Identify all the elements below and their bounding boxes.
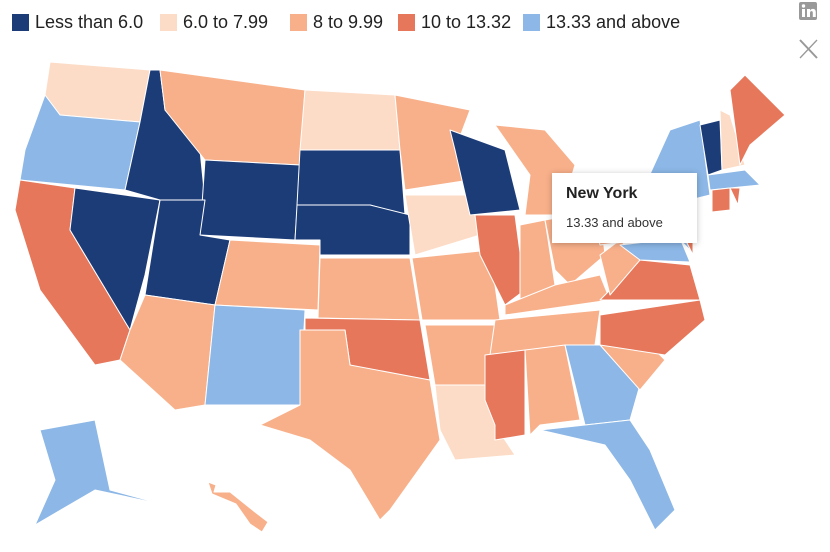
state	[259, 329, 441, 521]
state	[729, 187, 741, 206]
legend-label: 13.33 and above	[546, 12, 680, 32]
state	[199, 159, 301, 241]
x-glyph[interactable]	[799, 39, 818, 59]
legend-swatch	[290, 14, 307, 31]
state	[474, 214, 526, 306]
x-icon[interactable]	[799, 39, 818, 59]
tooltip-title: New York	[566, 185, 638, 202]
legend-swatch	[12, 14, 29, 31]
state	[524, 344, 581, 436]
state	[34, 419, 166, 526]
linkedin-glyph[interactable]	[807, 8, 816, 17]
state	[504, 274, 611, 316]
legend-label: Less than 6.0	[35, 12, 143, 32]
state	[449, 129, 521, 216]
state	[564, 344, 641, 426]
state	[204, 304, 306, 406]
linkedin-glyph[interactable]	[801, 4, 806, 8]
legend-swatch	[398, 14, 415, 31]
state	[729, 74, 786, 166]
state	[317, 257, 421, 321]
state	[711, 187, 731, 213]
legend-label: 10 to 13.32	[421, 12, 511, 32]
legend-swatch	[523, 14, 540, 31]
state	[294, 204, 411, 256]
state	[539, 419, 676, 531]
state	[214, 239, 321, 311]
legend-label: 6.0 to 7.99	[183, 12, 268, 32]
legend-swatch	[160, 14, 177, 31]
tooltip-label: 13.33 and above	[566, 215, 663, 230]
state	[207, 481, 269, 533]
tooltip: New York 13.33 and above	[552, 173, 697, 243]
linkedin-icon[interactable]	[799, 2, 817, 20]
legend: Less than 6.0 6.0 to 7.99 8 to 9.99 10 to 1…	[12, 12, 680, 32]
states	[14, 61, 786, 533]
state	[599, 299, 706, 356]
state	[299, 89, 401, 151]
state	[44, 61, 151, 123]
state	[69, 187, 161, 331]
linkedin-glyph[interactable]	[802, 9, 805, 17]
state	[707, 169, 761, 191]
legend-label: 8 to 9.99	[313, 12, 383, 32]
